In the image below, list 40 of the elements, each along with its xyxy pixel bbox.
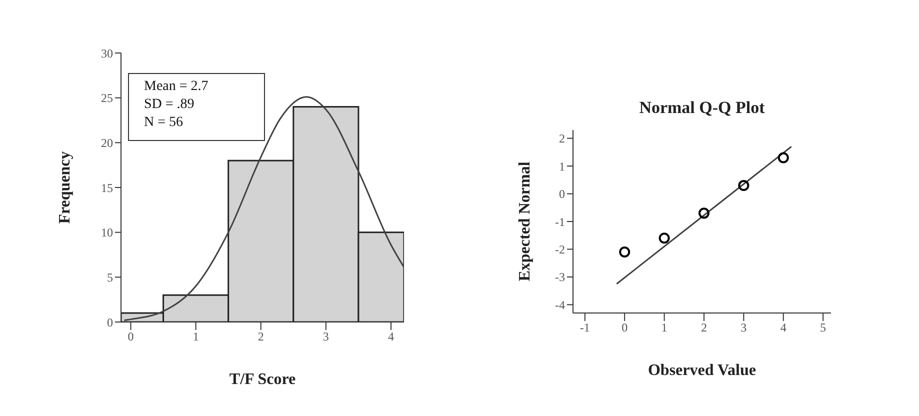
y-tick-label: 0	[559, 187, 565, 202]
x-tick-label: 0	[622, 320, 628, 335]
annotation: Mean = 2.7	[144, 78, 210, 96]
point	[778, 152, 789, 164]
x-tick-label: 0	[128, 330, 134, 344]
y-tick-label: -2	[555, 242, 565, 256]
x-tick-label: 1	[661, 320, 668, 335]
y-tick-label: 25	[101, 91, 113, 106]
y-tick-label: -1	[555, 214, 565, 229]
x-tick-label: 5	[820, 320, 826, 335]
y-tick-label: 15	[101, 180, 113, 195]
y-tick-label: -4	[555, 298, 565, 312]
y-tick-label: 10	[101, 226, 113, 240]
y-tick-label: 1	[559, 159, 565, 174]
y-tick-label: 2	[559, 132, 565, 146]
line-series	[124, 96, 404, 321]
point	[619, 246, 630, 258]
y-tick-label: 30	[101, 46, 113, 60]
x-tick-label: 4	[388, 330, 394, 344]
y-tick-label: -3	[555, 270, 565, 284]
y-tick-label: 20	[101, 136, 113, 150]
point	[698, 208, 710, 219]
annotation: SD = .89	[144, 96, 196, 114]
x-axis-title: T/F Score	[229, 371, 296, 388]
text-box: Mean = 2.7 SD = .89 N = 56	[128, 73, 265, 141]
x-tick-label: 3	[740, 320, 747, 335]
annotation: N = 56	[144, 114, 184, 132]
point	[658, 232, 670, 244]
point	[738, 180, 750, 191]
x-tick-label: 3	[322, 330, 329, 344]
x-axis-title: Observed Value	[648, 362, 756, 379]
x-tick-label: 4	[780, 320, 786, 335]
y-axis-title: Expected Normal	[516, 161, 534, 282]
x-tick-label: -1	[580, 320, 590, 335]
x-tick-label: 2	[258, 330, 264, 344]
y-tick-label: 5	[107, 270, 113, 284]
y-axis-title: Frequency	[56, 151, 74, 224]
x-tick-label: 2	[700, 320, 707, 335]
x-tick-label: 1	[192, 330, 199, 344]
chart-title: Normal Q-Q Plot	[638, 97, 766, 119]
